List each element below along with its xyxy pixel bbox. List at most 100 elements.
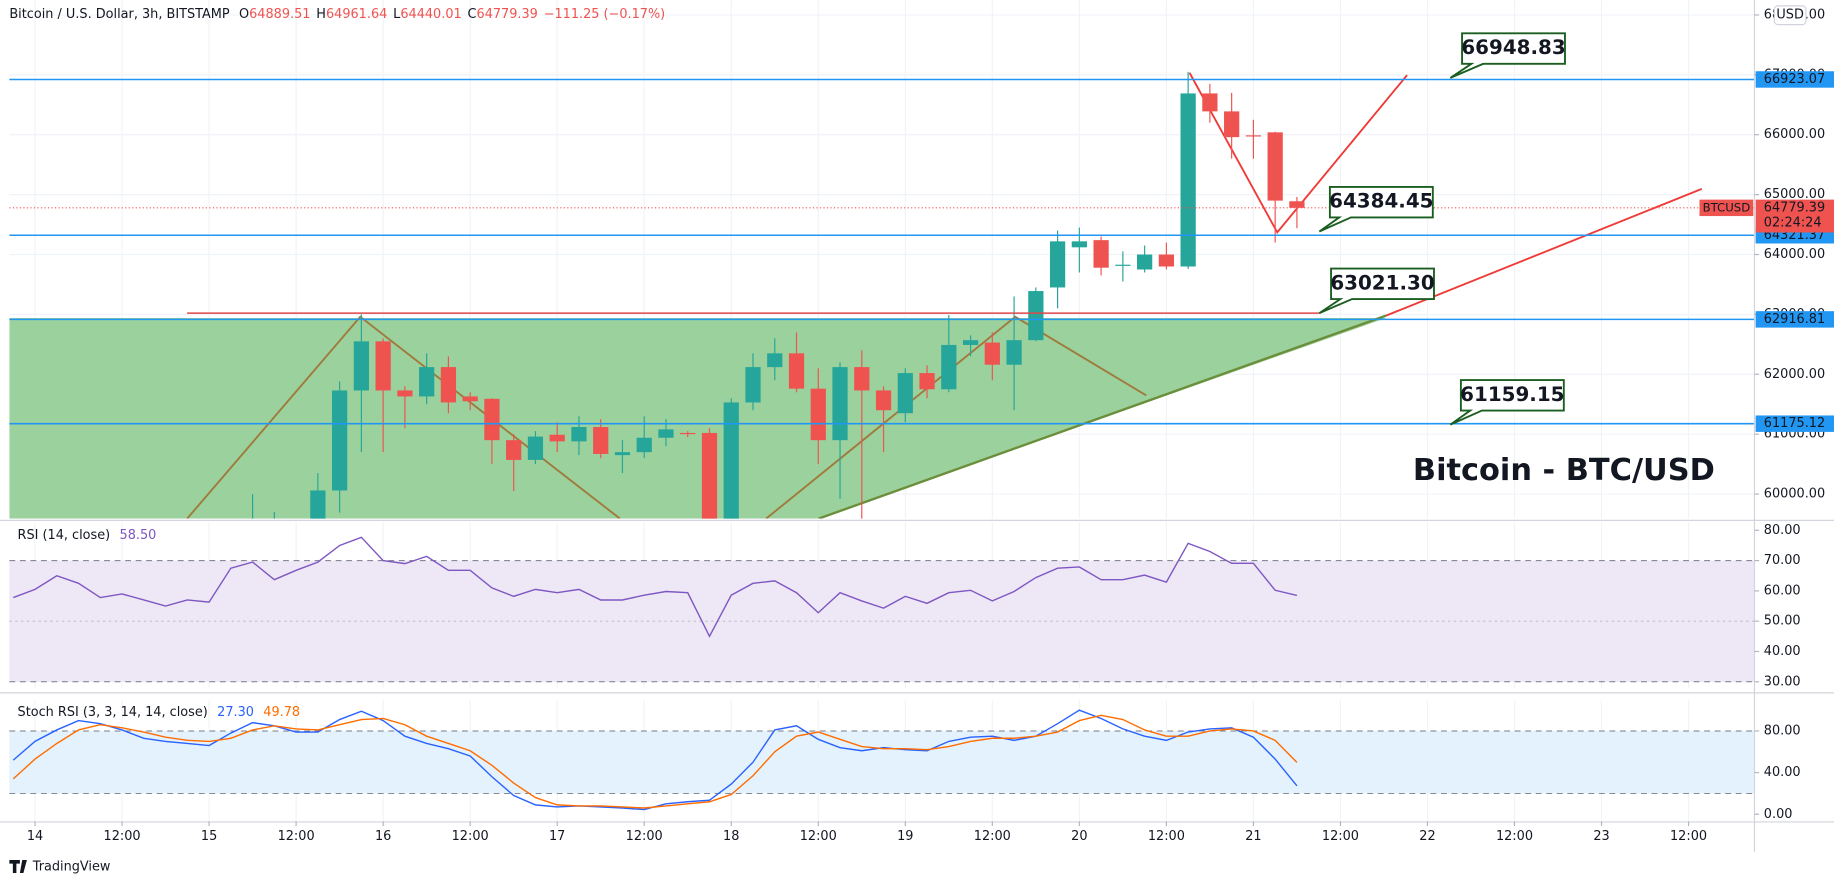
candle-body bbox=[788, 353, 805, 389]
candle-body bbox=[397, 390, 413, 397]
level-label-box bbox=[1755, 415, 1834, 432]
candle-body bbox=[745, 367, 761, 403]
y-tick-label: 60000.00 bbox=[1764, 487, 1825, 502]
level-label-box bbox=[1755, 311, 1834, 328]
overlay: 66923.0764321.3762916.8161175.1264779.39… bbox=[1318, 32, 1834, 432]
x-tick-label: 12:00 bbox=[626, 829, 663, 844]
y-tick-label: 40.00 bbox=[1764, 765, 1801, 780]
candle-body bbox=[1115, 264, 1131, 266]
x-tick-label: 16 bbox=[375, 829, 391, 844]
axes: 14 12:00 15 12:00 16 12:00 17 12:00 18 12:00 19 12:… bbox=[27, 7, 1825, 844]
x-tick-label: 15 bbox=[201, 829, 217, 844]
candle-body bbox=[1245, 135, 1262, 137]
ohlc-key: O bbox=[239, 7, 249, 22]
candle-body bbox=[375, 341, 391, 391]
drawings bbox=[9, 72, 1703, 519]
x-tick-label: 12:00 bbox=[1670, 829, 1707, 844]
x-tick-label: 12:00 bbox=[974, 829, 1011, 844]
pane-marks bbox=[13, 536, 1298, 638]
trend-line bbox=[1385, 188, 1703, 317]
ohlc-value: 64440.01 bbox=[400, 7, 461, 22]
countdown: 02:24:24 bbox=[1764, 216, 1822, 231]
candle-body bbox=[440, 367, 457, 403]
x-tick-label: 18 bbox=[723, 829, 739, 844]
ohlc-value: 64779.39 bbox=[477, 7, 538, 22]
symbol-title: Bitcoin / U.S. Dollar, 3h, BITSTAMP bbox=[9, 7, 229, 22]
ohlc-key: H bbox=[316, 7, 326, 22]
candle-body bbox=[419, 367, 435, 397]
current-price-box bbox=[1755, 199, 1834, 233]
y-tick-label: 64000.00 bbox=[1764, 247, 1825, 262]
indicator-line bbox=[13, 536, 1298, 638]
x-tick-label: 12:00 bbox=[1496, 829, 1533, 844]
candle-body bbox=[1267, 132, 1283, 201]
pane-marks bbox=[252, 71, 1305, 519]
annotation-callout bbox=[1449, 32, 1566, 79]
candle-body bbox=[506, 440, 522, 460]
level-label-box bbox=[1755, 71, 1834, 88]
candle-body bbox=[680, 432, 696, 435]
candle-body bbox=[875, 390, 892, 411]
ohlc-value: 64961.64 bbox=[326, 7, 387, 22]
y-tick-label: 80.00 bbox=[1764, 723, 1801, 738]
currency[interactable]: USD bbox=[1776, 8, 1804, 23]
y-tick-label: 62000.00 bbox=[1764, 367, 1825, 382]
rsi-legend: RSI (14, close) 58.50 bbox=[18, 528, 157, 543]
candle-body bbox=[962, 340, 979, 345]
x-tick-label: 12:00 bbox=[278, 829, 315, 844]
candle-body bbox=[941, 344, 957, 390]
candle-body bbox=[1289, 201, 1305, 208]
x-tick-label: 12:00 bbox=[1322, 829, 1359, 844]
candle-body bbox=[1093, 240, 1109, 268]
band-fill bbox=[9, 730, 1755, 794]
stoch-k-value: 27.30 bbox=[217, 705, 254, 720]
candle-body bbox=[462, 396, 478, 402]
annotation-label: 63021.30 bbox=[1330, 271, 1434, 294]
candle-body bbox=[593, 426, 609, 454]
marks bbox=[9, 71, 1755, 811]
currency-box[interactable] bbox=[1773, 5, 1807, 26]
candle-body bbox=[984, 342, 1000, 365]
y-tick-label: 65000.00 bbox=[1764, 187, 1825, 202]
candle-body bbox=[701, 432, 718, 519]
swing-line bbox=[1188, 72, 1408, 234]
level-label: 61175.12 bbox=[1764, 416, 1825, 431]
rsi-title: RSI (14, close) bbox=[18, 528, 111, 543]
y-tick-label: 80.00 bbox=[1764, 523, 1801, 538]
current-price: 64779.39 bbox=[1764, 200, 1825, 215]
x-tick-label: 23 bbox=[1593, 829, 1609, 844]
brand: TradingView bbox=[9, 860, 110, 875]
candle-body bbox=[658, 429, 674, 438]
x-tick-label: 14 bbox=[27, 829, 43, 844]
x-tick-label: 12:00 bbox=[800, 829, 837, 844]
candle-body bbox=[332, 390, 348, 491]
candle-body bbox=[1006, 340, 1022, 365]
y-tick-label: 0.00 bbox=[1764, 807, 1793, 822]
x-tick-label: 17 bbox=[549, 829, 565, 844]
candle-body bbox=[636, 437, 652, 453]
annotation-callout bbox=[1318, 267, 1435, 314]
stoch-d-value: 49.78 bbox=[263, 705, 300, 720]
candle-body bbox=[310, 490, 326, 519]
annotation-label: 66948.83 bbox=[1461, 36, 1565, 59]
y-tick-label: 50.00 bbox=[1764, 614, 1801, 629]
candle-body bbox=[767, 353, 783, 368]
candle-body bbox=[1202, 93, 1218, 112]
candle-body bbox=[1071, 241, 1087, 248]
ohlc-value: 64889.51 bbox=[249, 7, 310, 22]
symbol-tag-box bbox=[1699, 199, 1754, 217]
candle-body bbox=[1049, 241, 1066, 288]
symbol-tag: BTCUSD bbox=[1703, 200, 1751, 214]
bands bbox=[9, 560, 1755, 794]
annotation-label: 64384.45 bbox=[1329, 190, 1433, 213]
y-tick-label: 70.00 bbox=[1764, 553, 1801, 568]
x-tick-label: 20 bbox=[1071, 829, 1087, 844]
candle-body bbox=[614, 452, 631, 456]
x-tick-label: 12:00 bbox=[104, 829, 141, 844]
candle-body bbox=[854, 367, 870, 391]
candle-body bbox=[484, 398, 500, 441]
candle-body bbox=[571, 426, 587, 442]
x-tick-label: 22 bbox=[1419, 829, 1435, 844]
brand-logo bbox=[9, 860, 27, 873]
